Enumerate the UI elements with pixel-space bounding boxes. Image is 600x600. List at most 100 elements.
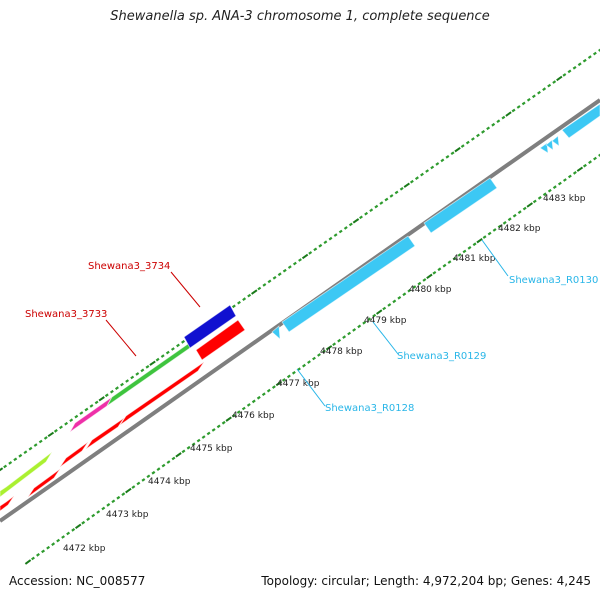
gene-cyan-small-2[interactable]: [545, 139, 554, 151]
gene-label-r0128[interactable]: Shewana3_R0128: [325, 403, 414, 414]
gene-labels: Shewana3_3734 Shewana3_3733 Shewana3_R01…: [25, 261, 598, 414]
minor-tick: [91, 513, 96, 518]
minor-tick: [567, 69, 572, 74]
gene-magenta[interactable]: [69, 396, 113, 433]
minor-tick: [486, 126, 491, 131]
major-tick: [403, 182, 410, 188]
minor-tick: [532, 199, 537, 204]
minor-tick: [440, 158, 445, 163]
minor-tick: [397, 295, 402, 300]
minor-tick: [399, 186, 404, 191]
major-tick: [75, 523, 82, 530]
minor-tick: [445, 154, 450, 159]
gene-blue[interactable]: [183, 304, 237, 349]
minor-tick: [572, 65, 577, 70]
gene-cyan-r0130[interactable]: [423, 177, 498, 234]
accession-text: Accession: NC_008577: [9, 574, 146, 588]
gene-cyan-r0128[interactable]: [271, 325, 281, 340]
minor-tick: [402, 292, 407, 297]
minor-tick: [51, 542, 56, 546]
major-tick: [0, 467, 4, 472]
gene-red-1[interactable]: [0, 495, 15, 512]
gene-cyan-small-3[interactable]: [551, 135, 560, 147]
minor-tick: [422, 278, 427, 282]
minor-tick: [467, 246, 472, 250]
minor-tick: [501, 115, 506, 120]
minor-tick: [582, 163, 587, 168]
gene-red-6[interactable]: [195, 319, 246, 361]
minor-tick: [547, 188, 552, 193]
minor-tick: [430, 165, 435, 170]
minor-tick: [582, 58, 587, 63]
minor-tick: [291, 370, 296, 375]
kbp-label: 4478 kbp: [320, 347, 363, 357]
kbp-label: 4475 kbp: [190, 444, 233, 454]
major-tick: [125, 487, 132, 494]
minor-tick: [592, 51, 597, 56]
minor-tick: [492, 228, 497, 232]
minor-tick: [460, 144, 465, 148]
forward-strand-genes: [0, 304, 246, 512]
minor-tick: [516, 105, 521, 109]
minor-tick: [387, 303, 392, 307]
kbp-label: 4474 kbp: [148, 477, 191, 487]
minor-tick: [522, 206, 527, 211]
gene-cyan-r0129[interactable]: [281, 235, 416, 333]
minor-tick: [367, 317, 372, 322]
minor-tick: [352, 328, 357, 332]
minor-tick: [86, 517, 91, 521]
minor-tick: [81, 520, 86, 525]
minor-tick: [140, 368, 145, 373]
minor-tick: [342, 335, 347, 339]
minor-tick: [231, 413, 236, 418]
minor-tick: [472, 242, 477, 247]
minor-tick: [74, 414, 79, 419]
major-tick: [325, 345, 333, 351]
gene-cyan-edge[interactable]: [561, 103, 600, 139]
minor-tick: [567, 174, 572, 179]
minor-tick: [420, 172, 424, 177]
minor-tick: [598, 153, 600, 157]
minor-tick: [409, 179, 414, 184]
minor-tick: [577, 62, 582, 67]
major-tick: [251, 289, 258, 295]
minor-tick: [307, 360, 311, 364]
minor-tick: [302, 363, 306, 368]
minor-tick: [181, 449, 186, 454]
gene-label-3734[interactable]: Shewana3_3734: [88, 261, 170, 272]
minor-tick: [462, 249, 467, 254]
gene-green[interactable]: [106, 338, 196, 407]
major-tick: [576, 166, 584, 172]
minor-tick: [323, 240, 328, 245]
minor-tick: [317, 353, 321, 357]
major-tick: [476, 237, 483, 244]
minor-tick: [507, 217, 512, 222]
minor-tick: [552, 80, 557, 84]
minor-tick: [392, 299, 397, 304]
gene-red-5[interactable]: [119, 361, 205, 426]
minor-tick: [251, 399, 256, 404]
gene-cyan-small-1[interactable]: [539, 142, 549, 154]
minor-tick: [362, 320, 367, 325]
gene-red-4[interactable]: [85, 417, 125, 450]
minor-tick: [23, 450, 28, 455]
gene-label-r0129[interactable]: Shewana3_R0129: [397, 351, 486, 362]
minor-tick: [256, 395, 261, 400]
minor-tick: [94, 400, 99, 405]
minor-tick: [322, 349, 326, 354]
minor-tick: [247, 293, 252, 298]
minor-tick: [116, 495, 121, 500]
gene-red-2[interactable]: [27, 468, 61, 498]
minor-tick: [437, 267, 442, 272]
reverse-strand-genes: [271, 103, 600, 340]
gene-red-3[interactable]: [59, 441, 89, 468]
kbp-label: 4482 kbp: [498, 224, 541, 234]
minor-tick: [481, 130, 486, 134]
gene-lime[interactable]: [0, 451, 53, 498]
gene-label-r0130[interactable]: Shewana3_R0130: [509, 275, 598, 286]
gene-label-3733[interactable]: Shewana3_3733: [25, 309, 107, 320]
kbp-label: 4480 kbp: [409, 285, 452, 295]
minor-tick: [41, 549, 46, 554]
minor-tick: [287, 265, 292, 269]
minor-tick: [359, 215, 363, 220]
